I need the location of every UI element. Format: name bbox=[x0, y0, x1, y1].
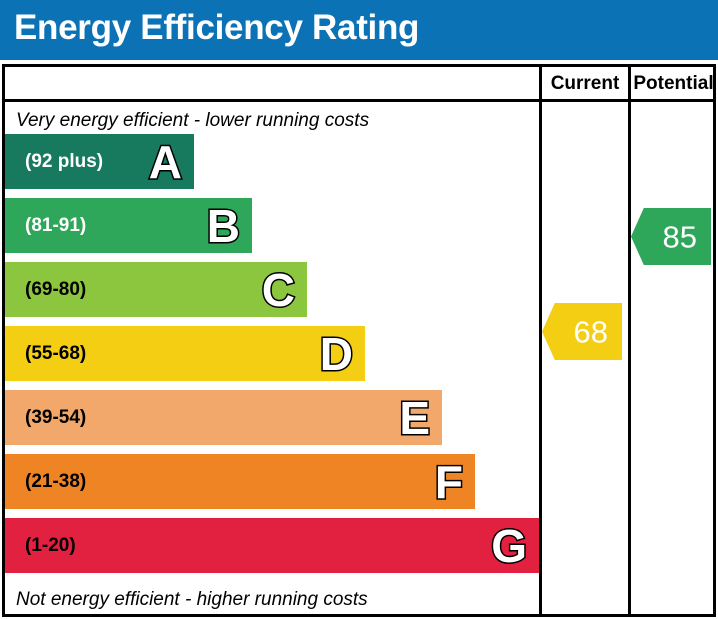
band-range-label: (1-20) bbox=[25, 534, 76, 556]
band-range-label: (92 plus) bbox=[25, 150, 104, 172]
chart-table-frame bbox=[2, 64, 716, 617]
band-letter-c: C bbox=[260, 263, 296, 316]
band-range-label: (39-54) bbox=[25, 406, 87, 428]
rating-band-g: (1-20) G bbox=[5, 518, 539, 573]
rating-band-e: (39-54) E bbox=[5, 390, 442, 445]
header-row-divider bbox=[2, 99, 716, 102]
bottom-caption: Not energy efficient - higher running co… bbox=[16, 589, 368, 610]
band-letter-b: B bbox=[205, 199, 241, 252]
potential-rating-value: 85 bbox=[662, 219, 697, 254]
page-title: Energy Efficiency Rating bbox=[14, 8, 420, 47]
top-caption: Very energy efficient - lower running co… bbox=[16, 110, 370, 131]
rating-band-c: (69-80) C bbox=[5, 262, 307, 317]
band-letter-f: F bbox=[433, 455, 464, 508]
rating-band-f: (21-38) F bbox=[5, 454, 475, 509]
potential-column-header: Potential bbox=[633, 73, 714, 94]
band-letter-e: E bbox=[398, 391, 432, 444]
rating-band-a: (92 plus) A bbox=[5, 134, 194, 189]
current-column-divider bbox=[539, 64, 542, 617]
chart-title-bar: Energy Efficiency Rating bbox=[0, 0, 718, 60]
band-range-label: (21-38) bbox=[25, 470, 87, 492]
band-letter-d: D bbox=[318, 327, 354, 380]
rating-band-d: (55-68) D bbox=[5, 326, 365, 381]
band-range-label: (69-80) bbox=[25, 278, 87, 300]
current-rating-value: 68 bbox=[573, 314, 608, 349]
band-letter-a: A bbox=[147, 135, 183, 188]
current-rating-marker: 68 bbox=[542, 303, 622, 360]
band-letter-g: G bbox=[490, 519, 529, 572]
potential-column-divider bbox=[628, 64, 631, 617]
band-range-label: (81-91) bbox=[25, 214, 87, 236]
band-range-label: (55-68) bbox=[25, 342, 87, 364]
potential-rating-marker: 85 bbox=[631, 208, 711, 265]
rating-band-b: (81-91) B bbox=[5, 198, 252, 253]
current-column-header: Current bbox=[550, 73, 620, 94]
